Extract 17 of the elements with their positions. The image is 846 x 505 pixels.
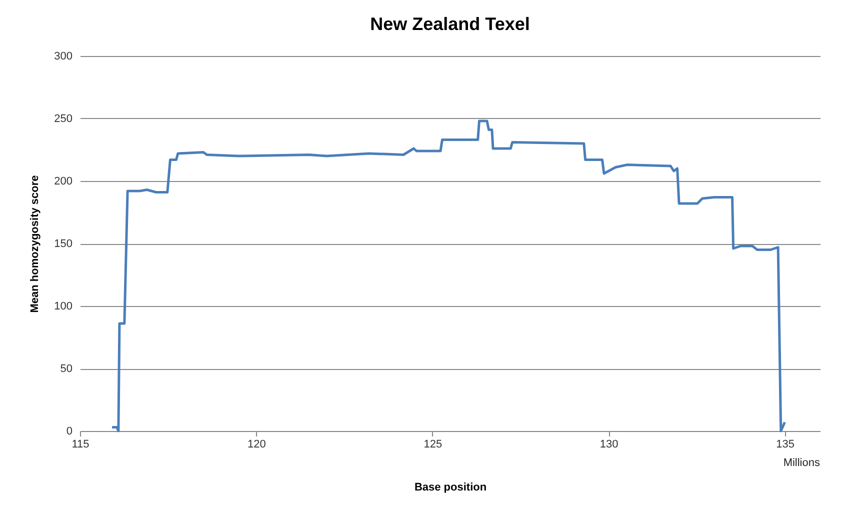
y-tick-label: 250 xyxy=(54,113,72,125)
y-tick-label: 300 xyxy=(54,50,72,62)
line-series xyxy=(110,120,786,432)
text: Millions xyxy=(783,457,820,469)
y-tick-label: 200 xyxy=(54,176,72,188)
y-axis-title: Mean homozygosity score xyxy=(29,175,42,313)
chart-title: New Zealand Texel xyxy=(370,14,530,34)
x-tick-label: 120 xyxy=(248,438,266,450)
x-tick-label: 125 xyxy=(424,438,442,450)
x-tick-label: 115 xyxy=(72,438,90,450)
y-tick-label: 150 xyxy=(54,238,72,250)
y-tick-label: 0 xyxy=(66,426,72,438)
x-tick-label: 135 xyxy=(776,438,794,450)
y-tick-label: 50 xyxy=(60,363,72,375)
y-tick-label: 100 xyxy=(54,300,72,312)
x-tick-label: 130 xyxy=(600,438,618,450)
x-axis-title: Base position xyxy=(414,482,487,494)
